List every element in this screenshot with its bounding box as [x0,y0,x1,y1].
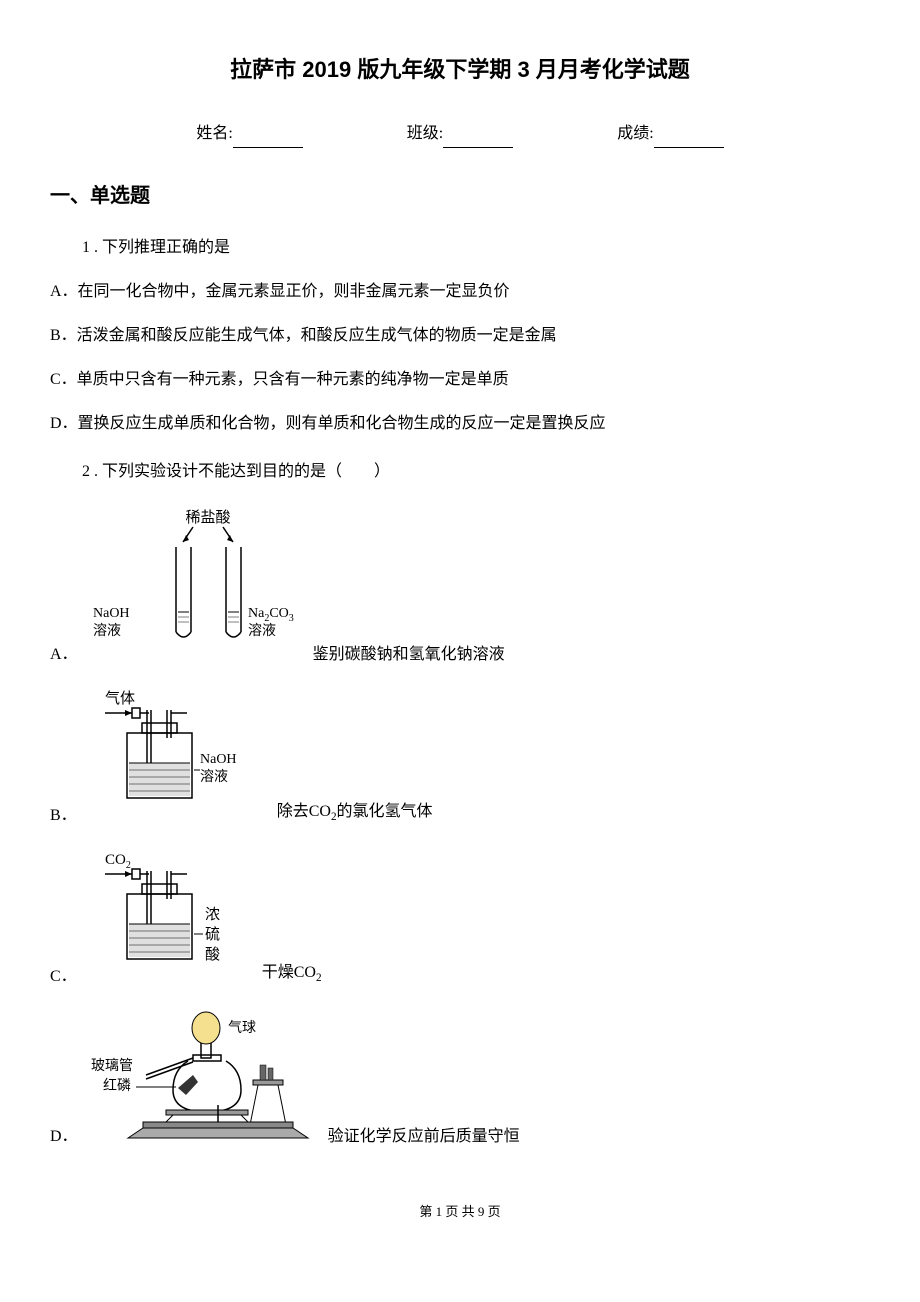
svg-text:溶液: 溶液 [200,769,228,785]
svg-text:溶液: 溶液 [93,623,121,639]
svg-text:Na2CO3: Na2CO3 [248,606,294,624]
page-footer: 第 1 页 共 9 页 [50,1200,870,1223]
svg-text:玻璃管: 玻璃管 [91,1057,133,1074]
svg-text:硫: 硫 [205,926,220,943]
option-text: 除去CO2的氯化氢气体 [277,804,433,828]
q1-option-a: A．在同一化合物中，金属元素显正价，则非金属元素一定显负价 [50,278,870,307]
svg-text:气球: 气球 [228,1020,256,1036]
option-letter: A． [50,647,78,668]
q1-option-c: C．单质中只含有一种元素，只含有一种元素的纯净物一定是单质 [50,366,870,395]
svg-text:溶液: 溶液 [248,623,276,639]
test-tube-diagram: 稀盐酸 NaOH 溶液 Na2CO3 溶液 [88,507,298,668]
q2-option-d: D． 气球 玻璃管 红磷 验证化学反应前后质量守恒 [50,1010,870,1151]
gas-washing-diagram: 气体 NaOH 溶液 [87,688,262,829]
option-text: 验证化学反应前后质量守恒 [328,1129,520,1150]
exam-title: 拉萨市 2019 版九年级下学期 3 月月考化学试题 [50,50,870,90]
option-letter: C． [50,969,77,990]
balance-scale-diagram: 气球 玻璃管 红磷 [88,1010,313,1151]
drying-diagram: CO2 浓 硫 酸 [87,849,247,990]
q1-option-b: B．活泼金属和酸反应能生成气体，和酸反应生成气体的物质一定是金属 [50,322,870,351]
q2-option-c: C． CO2 浓 硫 酸 [50,849,870,990]
section-title: 一、单选题 [50,178,870,214]
score-blank [654,147,724,148]
option-letter: D． [50,1129,78,1150]
score-field: 成绩: [617,120,723,149]
name-blank [233,147,303,148]
q2-number: 2 . 下列实验设计不能达到目的的是（ ） [50,458,870,487]
name-label: 姓名: [196,125,232,142]
svg-text:NaOH: NaOH [93,606,130,621]
q2-option-a: A． 稀盐酸 NaOH 溶液 Na2CO3 溶液 [50,507,870,668]
svg-text:红磷: 红磷 [103,1078,131,1094]
class-label: 班级: [407,125,443,142]
q1-number: 1 . 下列推理正确的是 [50,234,870,263]
option-text: 鉴别碳酸钠和氢氧化钠溶液 [313,647,505,668]
student-info-row: 姓名: 班级: 成绩: [50,120,870,149]
svg-text:气体: 气体 [105,690,135,707]
svg-text:NaOH: NaOH [200,752,237,767]
svg-text:CO2: CO2 [105,852,131,871]
q2-option-b: B． 气体 NaOH 溶液 除去CO2的氯化氢气体 [50,688,870,829]
svg-text:浓: 浓 [205,906,220,923]
svg-text:稀盐酸: 稀盐酸 [185,509,230,526]
score-label: 成绩: [617,125,653,142]
option-text: 干燥CO2 [262,965,322,989]
q1-option-d: D．置换反应生成单质和化合物，则有单质和化合物生成的反应一定是置换反应 [50,410,870,439]
name-field: 姓名: [196,120,302,149]
class-field: 班级: [407,120,513,149]
option-letter: B． [50,808,77,829]
class-blank [443,147,513,148]
svg-text:酸: 酸 [205,946,220,963]
